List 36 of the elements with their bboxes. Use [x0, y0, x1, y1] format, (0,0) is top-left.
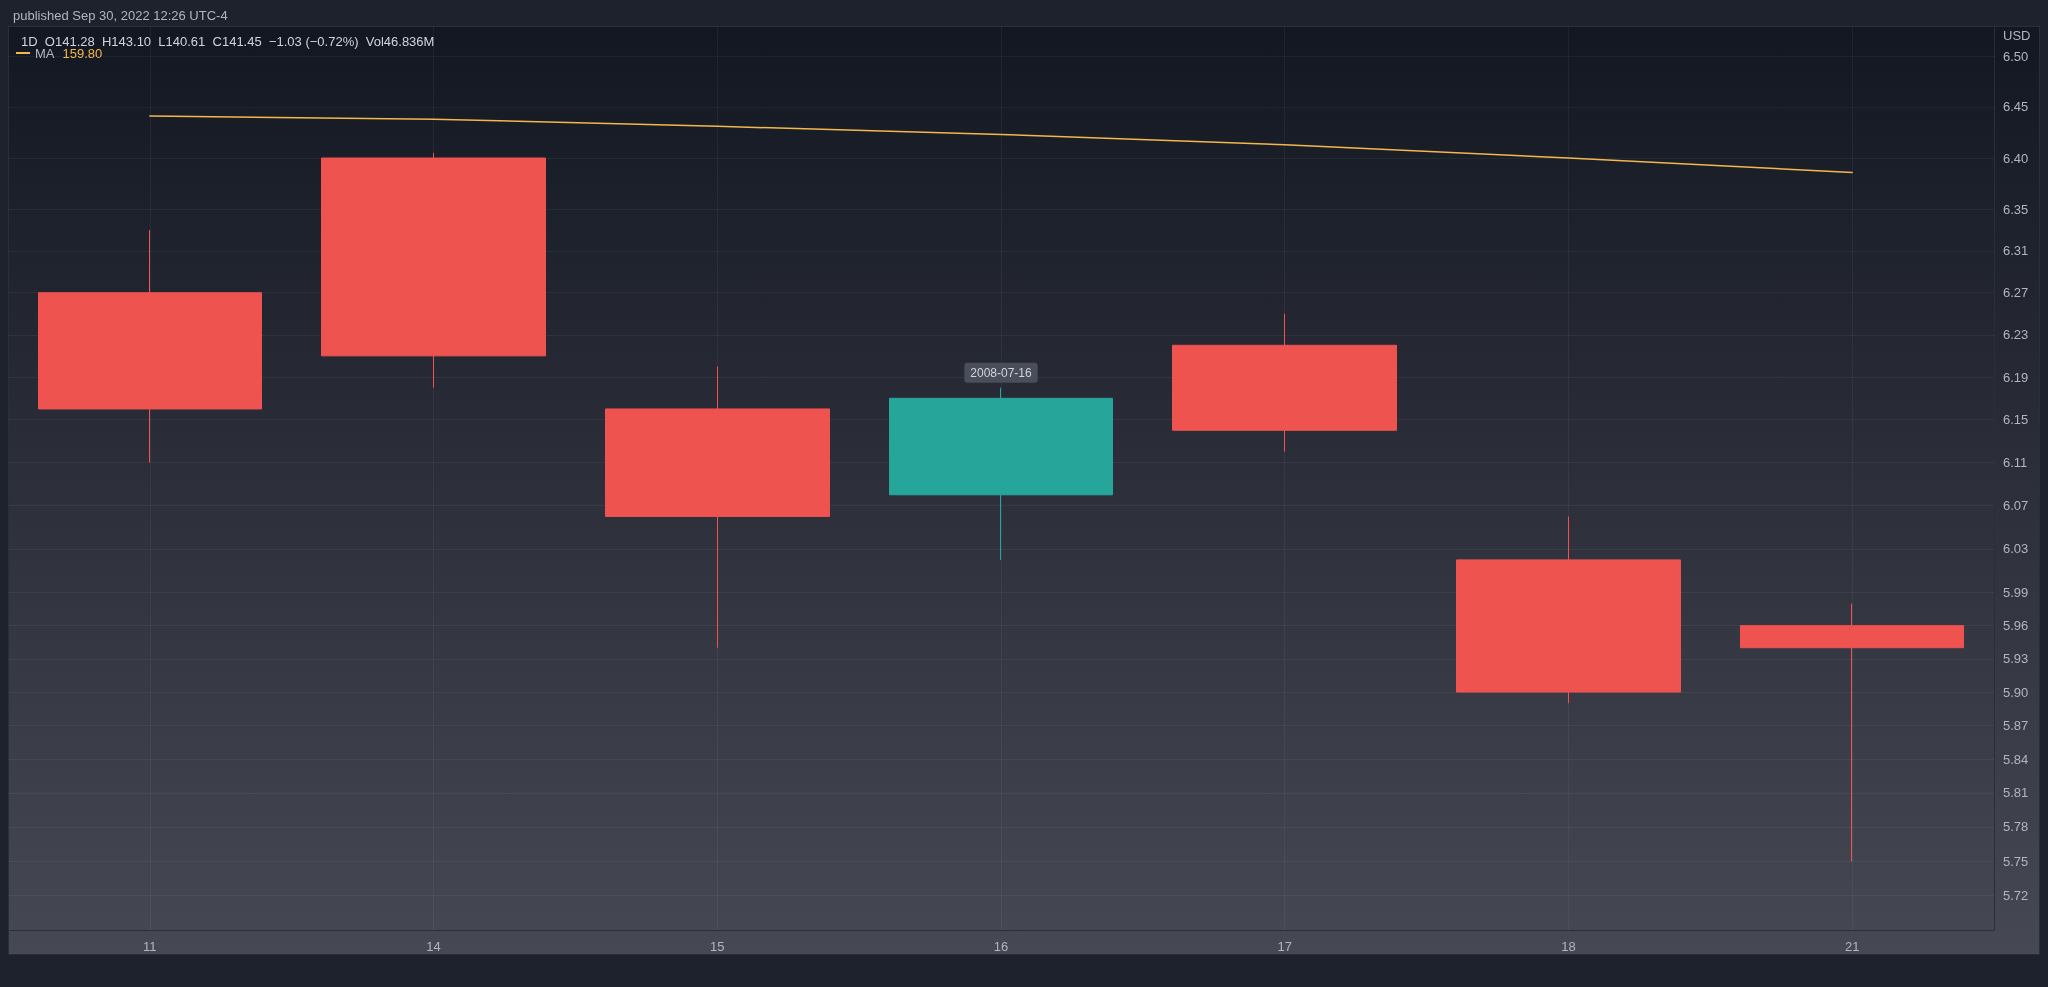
y-tick-label: 5.84: [2003, 751, 2029, 767]
x-tick-label: 16: [993, 939, 1009, 954]
candlestick: [889, 387, 1113, 561]
chart-title: published Sep 30, 2022 12:26 UTC-4: [13, 8, 228, 23]
y-tick-label: 6.35: [2003, 202, 2029, 218]
y-tick-label: 6.23: [2003, 327, 2029, 343]
y-tick-label: 5.96: [2003, 618, 2029, 634]
y-tick-label: 5.93: [2003, 651, 2029, 667]
y-tick-label: 5.78: [2003, 819, 2029, 835]
y-tick-label: 5.99: [2003, 585, 2029, 601]
y-tick-label: 5.87: [2003, 718, 2029, 734]
y-tick-label: 6.27: [2003, 285, 2029, 301]
y-tick-label: 6.31: [2003, 243, 2029, 259]
line-series: [149, 115, 1853, 174]
y-axis-title: USD: [2003, 28, 2031, 43]
y-tick-label: 5.75: [2003, 853, 2029, 869]
y-tick-label: 5.81: [2003, 785, 2029, 801]
y-tick-label: 6.15: [2003, 412, 2029, 428]
x-tick-label: 11: [143, 939, 157, 954]
y-tick-label: 6.03: [2003, 541, 2029, 557]
x-tick-label: 21: [1844, 939, 1860, 954]
y-tick-label: 5.90: [2003, 684, 2029, 700]
y-tick-label: 5.72: [2003, 887, 2029, 903]
y-tick-label: 6.11: [2003, 454, 2028, 470]
y-tick-label: 6.19: [2003, 369, 2029, 385]
annotation: 2008-07-16: [970, 365, 1033, 380]
y-tick-label: 6.45: [2003, 99, 2029, 115]
candlestick: [38, 229, 262, 463]
candlestick: [1740, 603, 1964, 862]
x-tick-label: 15: [710, 939, 725, 954]
x-tick-label: 17: [1277, 939, 1292, 954]
x-tick-label: 14: [426, 939, 441, 954]
y-tick-label: 6.07: [2003, 498, 2029, 514]
y-tick-label: 6.40: [2003, 150, 2029, 166]
x-tick-label: 18: [1561, 939, 1576, 954]
y-tick-label: 6.50: [2003, 48, 2029, 64]
